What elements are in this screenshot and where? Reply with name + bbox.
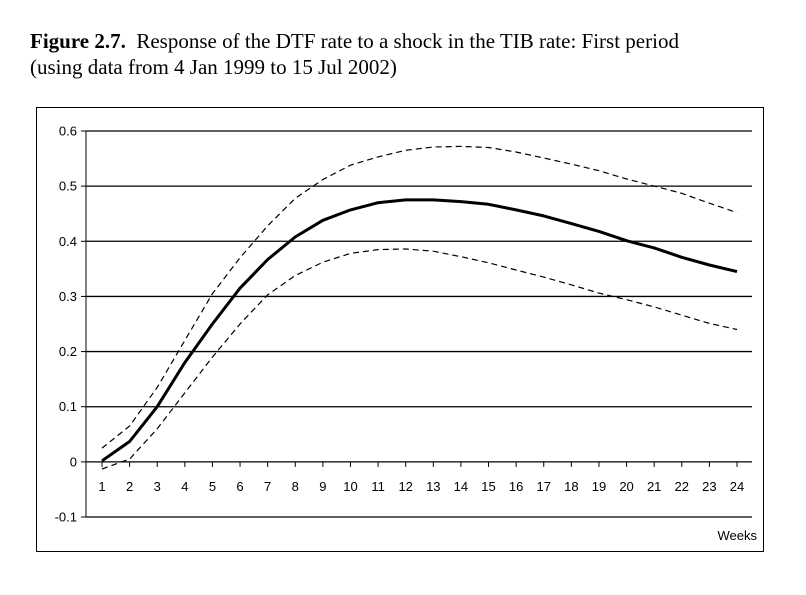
figure-label: Figure 2.7.	[30, 29, 126, 53]
y-tick-label: 0.2	[59, 344, 77, 359]
x-tick-label: 21	[647, 479, 661, 494]
y-tick-label: -0.1	[55, 510, 77, 525]
x-tick-label: 20	[619, 479, 633, 494]
x-tick-label: 16	[509, 479, 523, 494]
x-tick-label: 9	[319, 479, 326, 494]
x-tick-label: 24	[730, 479, 744, 494]
x-tick-label: 2	[126, 479, 133, 494]
x-tick-label: 6	[236, 479, 243, 494]
x-tick-label: 22	[675, 479, 689, 494]
x-tick-label: 10	[343, 479, 357, 494]
x-tick-label: 11	[371, 479, 385, 494]
x-tick-label: 14	[454, 479, 468, 494]
y-tick-label: 0.6	[59, 124, 77, 139]
x-tick-label: 4	[181, 479, 188, 494]
series-lines	[101, 145, 738, 470]
x-tick-label: 17	[537, 479, 551, 494]
x-tick-label: 12	[398, 479, 412, 494]
chart-frame	[36, 107, 764, 552]
caption-line-2: (using data from 4 Jan 1999 to 15 Jul 20…	[30, 55, 397, 79]
x-tick-label: 13	[426, 479, 440, 494]
y-tick-label: 0.3	[59, 289, 77, 304]
y-tick-label: 0.5	[59, 179, 77, 194]
caption-line-1: Figure 2.7. Response of the DTF rate to …	[30, 28, 790, 54]
figure-title: Response of the DTF rate to a shock in t…	[136, 29, 679, 53]
lower-band-line	[101, 248, 738, 470]
gridlines	[86, 130, 752, 518]
x-tick-label: 5	[209, 479, 216, 494]
upper-band-line	[101, 145, 738, 449]
x-tick-label: 3	[154, 479, 161, 494]
x-tick-label: 7	[264, 479, 271, 494]
y-tick-label: 0	[70, 454, 77, 469]
y-tick-label: 0.1	[59, 399, 77, 414]
x-tick-label: 18	[564, 479, 578, 494]
x-tick-label: 23	[702, 479, 716, 494]
y-axis: -0.1 0 0.1 0.2 0.3 0.4 0.5 0.6	[55, 124, 87, 525]
x-tick-label: 1	[98, 479, 105, 494]
response-line	[101, 198, 738, 463]
x-tick-label: 8	[292, 479, 299, 494]
x-tick-label: 19	[592, 479, 606, 494]
figure-caption: Figure 2.7. Response of the DTF rate to …	[30, 28, 790, 80]
x-tick-label: 15	[481, 479, 495, 494]
y-tick-label: 0.4	[59, 234, 77, 249]
x-axis: 1 2 3 4 5 6 7 8 9 10 11 12 13 14 15 16 17 18 19 20 21 22 23 24	[98, 461, 744, 494]
x-axis-label: Weeks	[718, 528, 758, 543]
